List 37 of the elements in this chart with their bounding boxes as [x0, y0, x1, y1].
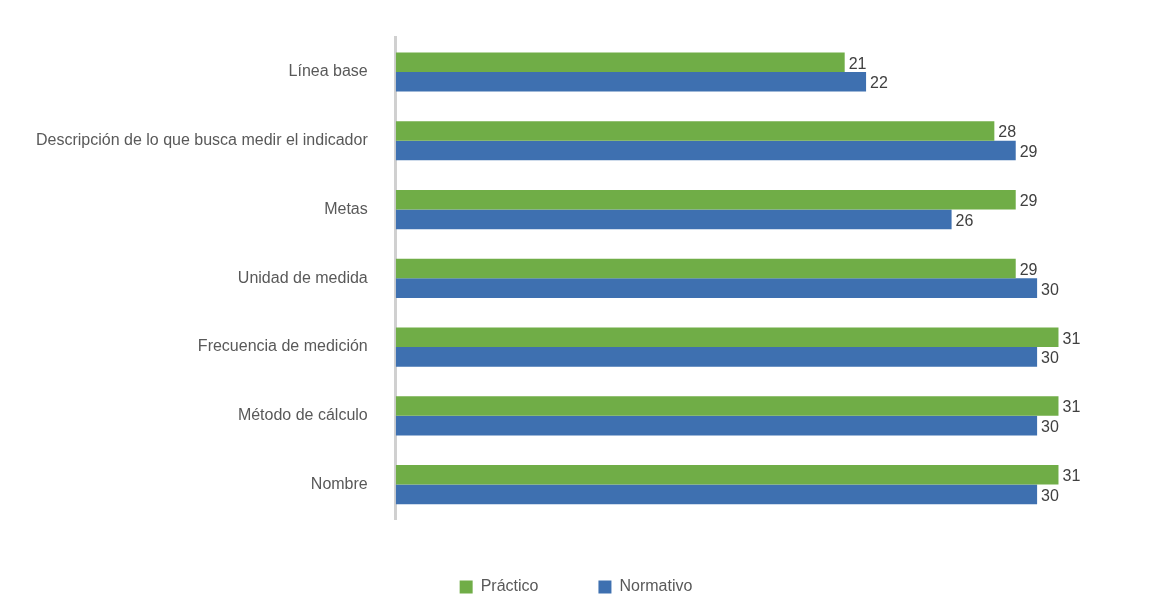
data-label: 26: [955, 211, 974, 229]
bar: [395, 347, 1038, 367]
bar: [395, 140, 1016, 161]
y-tick-label: Método de cálculo: [237, 406, 368, 424]
bar: [395, 327, 1059, 348]
data-label: 31: [1062, 329, 1081, 347]
y-tick-label: Descripción de lo que busca medir el indicador: [36, 131, 369, 149]
bar: [395, 396, 1059, 416]
y-tick-label: Frecuencia de medición: [197, 337, 368, 355]
legend-label: Normativo: [619, 577, 693, 595]
data-label: 30: [1041, 349, 1059, 367]
bar: [395, 415, 1038, 436]
data-label: 29: [1019, 260, 1038, 278]
data-label: 28: [998, 123, 1017, 141]
data-label: 31: [1062, 398, 1081, 416]
y-tick-label: Nombre: [310, 475, 368, 493]
y-tick-label: Metas: [324, 199, 368, 217]
data-label: 29: [1019, 142, 1038, 160]
bar: [395, 484, 1038, 505]
data-label: 22: [870, 74, 888, 92]
bar: [395, 465, 1059, 485]
data-label: 31: [1062, 467, 1081, 485]
data-label: 29: [1019, 192, 1038, 210]
data-label: 30: [1041, 486, 1059, 504]
data-label: 30: [1041, 280, 1059, 298]
bar: [395, 71, 867, 92]
bar: [395, 189, 1016, 210]
bar: [395, 121, 995, 141]
bar: [395, 258, 1016, 279]
bar: [395, 209, 952, 230]
bar: [395, 52, 845, 72]
legend-label: Práctico: [480, 577, 539, 595]
y-tick-label: Línea base: [288, 62, 368, 80]
data-label: 30: [1041, 418, 1059, 436]
bar: [395, 278, 1038, 298]
y-tick-label: Unidad de medida: [237, 268, 368, 286]
data-label: 21: [848, 54, 867, 72]
